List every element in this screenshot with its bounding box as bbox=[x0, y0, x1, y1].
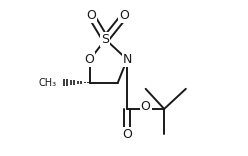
Text: O: O bbox=[141, 100, 151, 113]
Text: O: O bbox=[122, 128, 132, 141]
Text: CH₃: CH₃ bbox=[38, 78, 56, 88]
Text: S: S bbox=[101, 33, 109, 46]
Text: N: N bbox=[123, 53, 132, 66]
Text: O: O bbox=[119, 9, 129, 22]
Text: O: O bbox=[87, 9, 96, 22]
Text: O: O bbox=[84, 53, 94, 66]
